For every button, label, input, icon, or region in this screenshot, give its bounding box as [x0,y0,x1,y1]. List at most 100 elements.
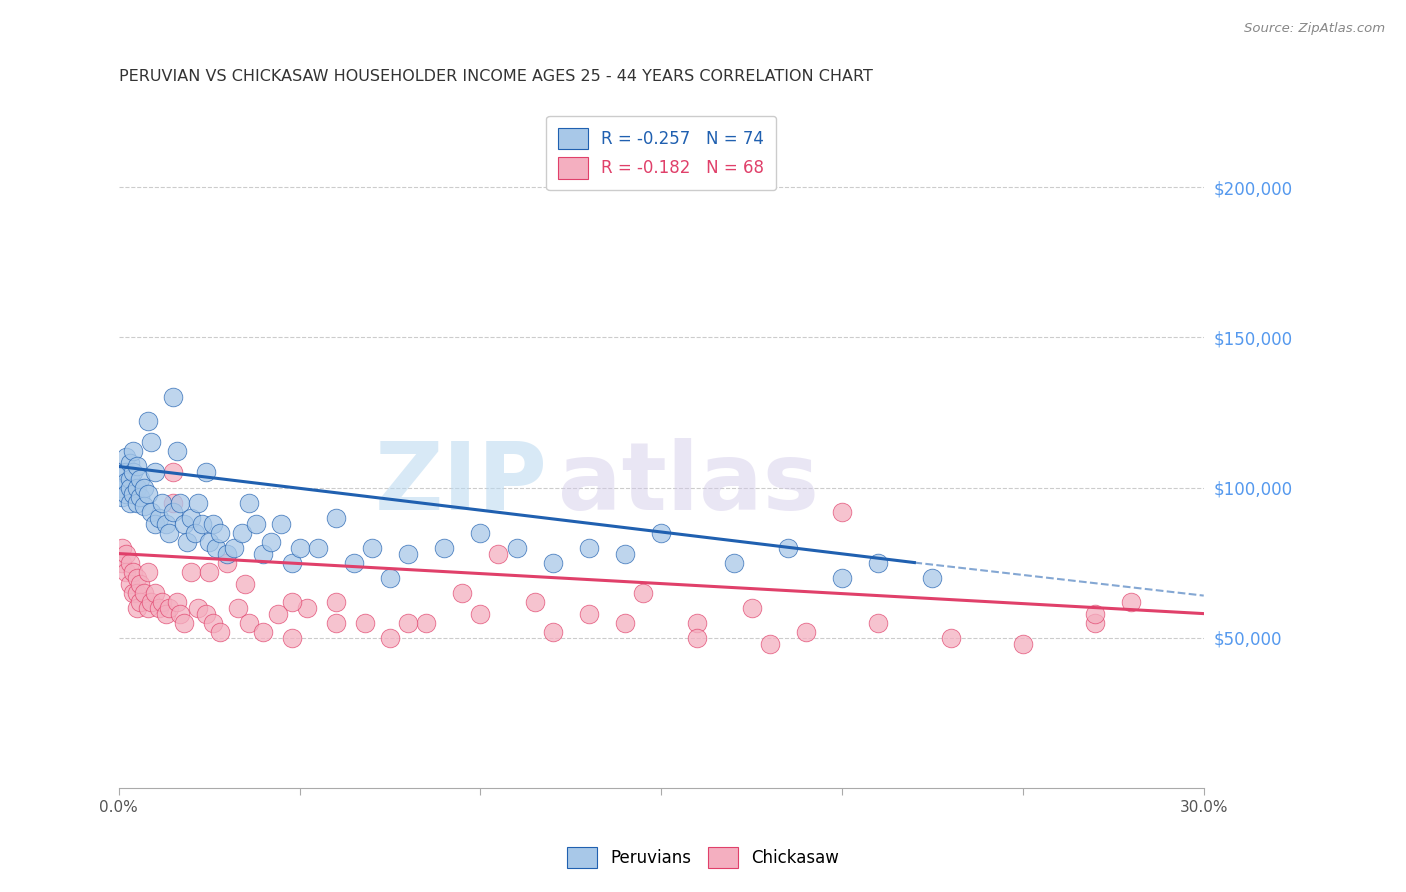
Point [198,534,221,549]
Point [868,556,890,570]
Point [122,585,145,599]
Legend: Peruvians, Chickasaw: Peruvians, Chickasaw [560,840,846,875]
Point [614,615,637,630]
Point [122,565,145,579]
Point [141,594,163,608]
Point [325,510,347,524]
Point [1121,594,1143,608]
Point [173,615,195,630]
Point [157,525,180,540]
Point [921,571,943,585]
Point [115,565,138,579]
Point [122,486,145,500]
Point [238,495,260,509]
Point [115,475,138,489]
Point [353,615,375,630]
Point [201,516,224,531]
Point [226,600,249,615]
Point [758,637,780,651]
Point [208,525,231,540]
Point [325,615,347,630]
Point [794,624,817,639]
Point [208,624,231,639]
Point [281,594,304,608]
Point [136,600,159,615]
Point [187,600,209,615]
Point [129,490,152,504]
Point [125,585,148,599]
Point [143,466,166,480]
Point [132,499,155,513]
Point [686,631,709,645]
Point [136,565,159,579]
Point [143,585,166,599]
Point [378,571,401,585]
Point [122,444,145,458]
Point [118,471,141,485]
Point [180,565,202,579]
Point [155,607,177,621]
Point [162,391,184,405]
Point [162,495,184,509]
Point [141,504,163,518]
Point [614,547,637,561]
Point [541,624,564,639]
Point [148,510,170,524]
Point [118,576,141,591]
Point [115,466,138,480]
Point [125,495,148,509]
Point [578,541,600,555]
Point [148,600,170,615]
Point [505,541,527,555]
Point [150,495,173,509]
Point [129,576,152,591]
Point [578,607,600,621]
Point [488,547,510,561]
Point [150,594,173,608]
Point [217,547,239,561]
Point [191,516,214,531]
Point [252,624,274,639]
Point [1084,607,1107,621]
Point [224,541,246,555]
Point [831,504,853,518]
Point [166,594,188,608]
Point [111,466,134,480]
Point [194,607,217,621]
Point [141,435,163,450]
Point [631,585,654,599]
Point [111,481,134,495]
Point [541,556,564,570]
Point [686,615,709,630]
Point [118,495,141,509]
Point [325,594,347,608]
Text: Source: ZipAtlas.com: Source: ZipAtlas.com [1244,22,1385,36]
Point [169,495,191,509]
Point [194,466,217,480]
Point [281,556,304,570]
Point [205,541,228,555]
Point [183,525,205,540]
Point [162,504,184,518]
Point [245,516,267,531]
Point [378,631,401,645]
Point [470,525,492,540]
Point [217,556,239,570]
Point [433,541,456,555]
Point [118,457,141,471]
Point [281,631,304,645]
Point [259,534,281,549]
Point [415,615,437,630]
Legend: R = -0.257   N = 74, R = -0.182   N = 68: R = -0.257 N = 74, R = -0.182 N = 68 [547,116,776,190]
Point [115,547,138,561]
Point [343,556,366,570]
Point [125,600,148,615]
Point [868,615,890,630]
Point [122,466,145,480]
Point [169,607,191,621]
Point [173,516,195,531]
Point [118,481,141,495]
Point [233,576,256,591]
Point [238,615,260,630]
Point [198,565,221,579]
